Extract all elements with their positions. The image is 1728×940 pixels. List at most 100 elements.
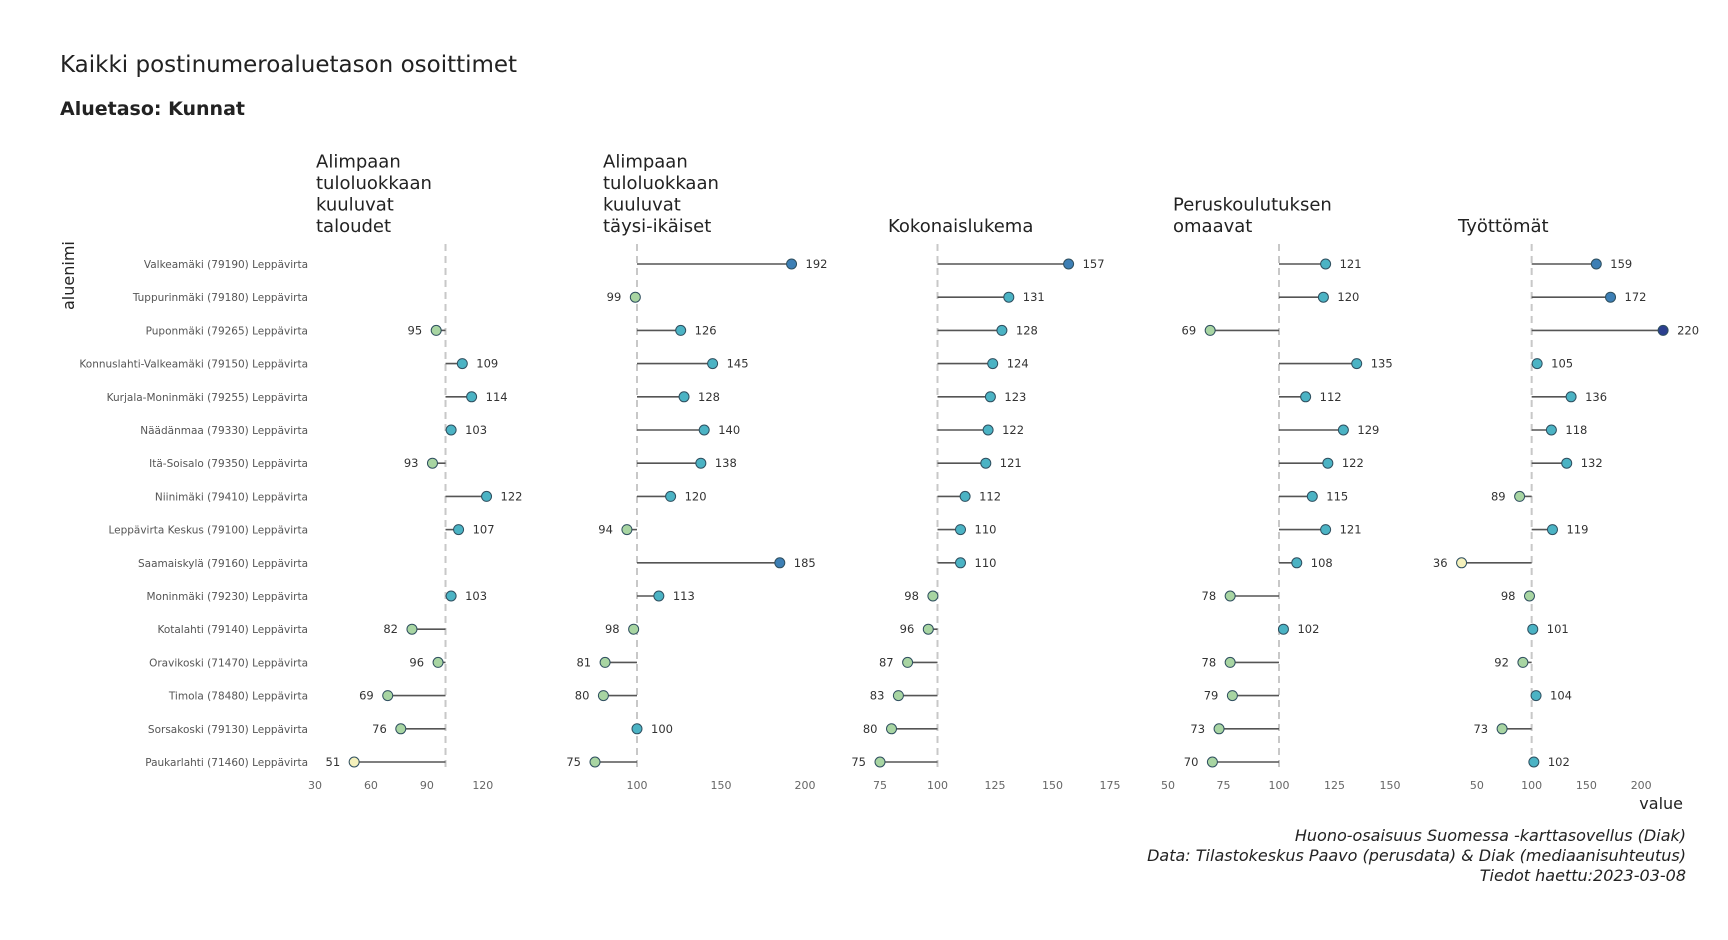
value-label: 78 [1202,655,1217,669]
lollipop-point [628,623,640,635]
lollipop-point [430,324,442,336]
lollipop-point [406,623,418,635]
value-label: 98 [1501,589,1516,603]
lollipop-point [445,590,457,602]
lollipop-point [675,324,687,336]
x-tick-label: 100 [627,779,648,792]
lollipop-point [1003,291,1015,303]
value-label: 128 [698,390,720,404]
value-label: 122 [1342,456,1364,470]
caption-line-date: Tiedot haettu:2023-03-08 [1479,866,1686,885]
value-label: 115 [1326,489,1348,503]
lollipop-point [1545,424,1557,436]
panel-title-line: tuloluokkaan [603,173,719,194]
lollipop-point [886,723,897,735]
value-label: 99 [607,290,622,304]
value-label: 109 [476,357,498,371]
panel-title-line: Työttömät [1457,216,1549,237]
lollipop-point [1206,756,1218,768]
panel-title-line: taloudet [316,216,391,237]
value-label: 122 [1002,423,1024,437]
value-label: 129 [1357,423,1379,437]
lollipop-point [1514,490,1526,502]
lollipop-chart: aluenimi Valkeamäki (79190) Leppävirta Tup… [59,152,1699,814]
value-label: 36 [1433,556,1448,570]
panel-title-line: omaavat [1173,216,1252,237]
value-label: 114 [486,390,508,404]
x-tick-label: 150 [711,779,732,792]
lollipop-point [955,524,966,536]
x-tick-label: 60 [364,779,378,792]
value-label: 136 [1585,390,1607,404]
lollipop-point [955,557,966,569]
x-axis-title: value [1639,794,1683,813]
lollipop-point [1277,623,1289,635]
x-tick-label: 150 [1380,779,1401,792]
lollipop-point [987,358,999,370]
lollipop-point [1300,391,1312,403]
value-label: 121 [1340,523,1362,537]
value-label: 76 [372,722,387,736]
value-label: 94 [598,523,613,537]
value-label: 108 [1311,556,1333,570]
value-label: 89 [1491,489,1506,503]
y-axis-title: aluenimi [59,241,78,310]
value-label: 92 [1494,655,1509,669]
value-label: 79 [1204,689,1219,703]
panel-title-line: kuuluvat [603,195,681,216]
x-tick-label: 75 [873,779,887,792]
value-label: 172 [1625,290,1647,304]
lollipop-point [1523,590,1535,602]
lollipop-point [445,424,457,436]
lollipop-point [707,358,719,370]
value-label: 75 [566,755,581,769]
lollipop-point [892,690,904,702]
caption-line-app: Huono-osaisuus Suomessa -karttasovellus … [1294,826,1686,845]
value-label: 69 [1182,323,1197,337]
panel-title-line: tuloluokkaan [316,173,432,194]
lollipop-point [589,756,601,768]
value-label: 80 [575,689,590,703]
value-label: 102 [1297,622,1319,636]
value-label: 82 [383,622,398,636]
value-label: 101 [1547,622,1569,636]
lollipop-point [382,690,394,702]
value-label: 81 [576,655,591,669]
value-label: 100 [651,722,673,736]
panel-title-line: Peruskoulutuksen [1173,195,1332,216]
value-label: 95 [408,323,423,337]
lollipop-point [678,391,690,403]
x-tick-label: 200 [1631,779,1652,792]
value-label: 70 [1184,755,1199,769]
value-label: 119 [1566,523,1588,537]
row-label: Puponmäki (79265) Leppävirta [146,325,308,337]
lollipop-point [1291,557,1303,569]
lollipop-point [996,324,1008,336]
row-label: Oravikoski (71470) Leppävirta [149,657,308,669]
value-label: 93 [404,456,419,470]
lollipop-point [1306,490,1318,502]
value-label: 220 [1677,323,1699,337]
x-tick-label: 120 [472,779,493,792]
value-label: 123 [1004,390,1026,404]
value-label: 107 [473,523,495,537]
value-label: 102 [1548,755,1570,769]
value-label: 98 [904,589,919,603]
chart-caption: Huono-osaisuus Suomessa -karttasovellus … [1147,826,1686,886]
panel-title-line: Alimpaan [316,152,401,173]
row-label: Näädänmaa (79330) Leppävirta [140,425,308,437]
panel-title-line: kuuluvat [316,195,394,216]
lollipop-point [1517,656,1529,668]
x-tick-label: 125 [1324,779,1345,792]
lollipop-point [481,490,493,502]
lollipop-point [426,457,438,469]
lollipop-point [1528,756,1540,768]
lollipop-point [1320,258,1332,270]
panel-title-line: Kokonaislukema [888,216,1033,237]
value-label: 118 [1565,423,1587,437]
lollipop-point [959,490,971,502]
value-label: 138 [715,456,737,470]
value-label: 104 [1550,689,1572,703]
lollipop-point [348,756,360,768]
value-label: 112 [979,489,1001,503]
